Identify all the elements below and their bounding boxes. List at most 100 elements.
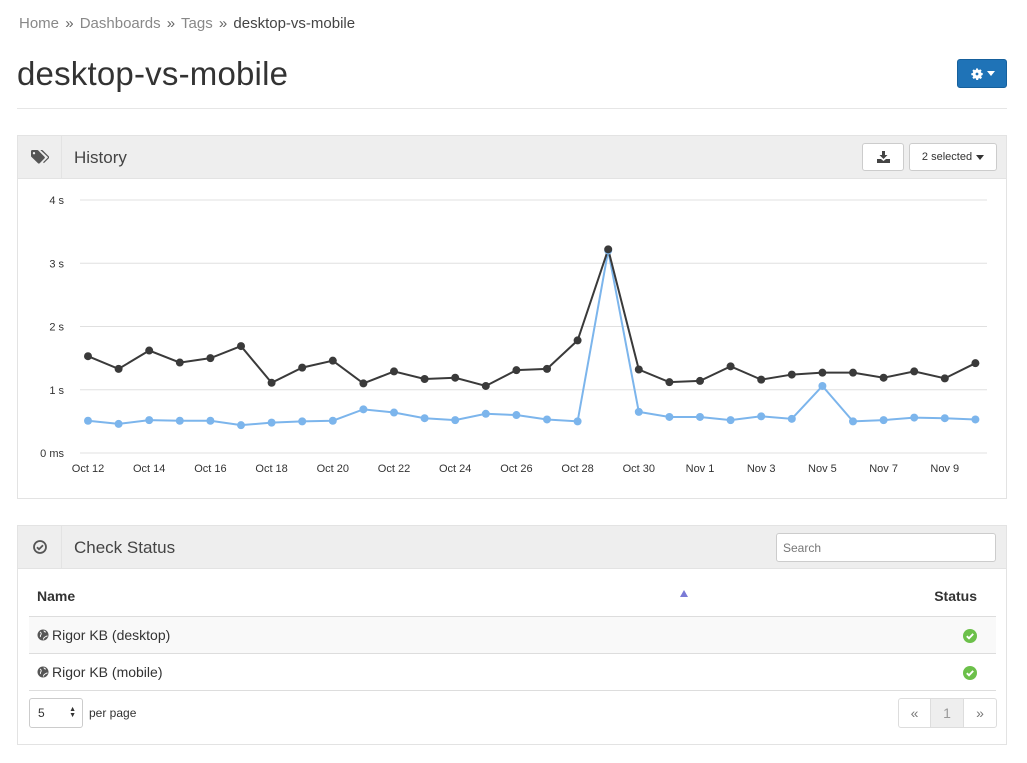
series-line-desktop <box>87 245 976 388</box>
pagination-page-button[interactable]: 1 <box>931 699 964 727</box>
data-point-desktop <box>114 364 123 373</box>
data-point-mobile <box>298 417 307 426</box>
data-point-mobile <box>512 411 521 420</box>
per-page-value: 5 <box>38 706 45 720</box>
data-point-desktop <box>940 374 949 383</box>
table-row: Rigor KB (desktop) <box>29 616 996 654</box>
settings-dropdown-button[interactable] <box>957 59 1007 88</box>
x-tick-label: Oct 22 <box>378 463 410 475</box>
x-tick-label: Oct 12 <box>72 463 104 475</box>
data-point-mobile <box>390 408 398 417</box>
x-tick-label: Nov 5 <box>808 463 837 475</box>
data-point-mobile <box>481 409 490 418</box>
history-line-chart: 0 ms 1 s 2 s 3 s 4 s Oct 12 Oct 14 Oct 16 Oct 18… <box>40 195 987 475</box>
pagination-next-button[interactable]: » <box>976 705 984 721</box>
y-tick-label: 1 s <box>49 385 64 397</box>
series-selector-dropdown[interactable]: 2 selected <box>909 143 997 171</box>
check-name-cell: Rigor KB (mobile) <box>29 653 677 691</box>
y-tick-label: 4 s <box>49 195 64 207</box>
status-column-header[interactable]: Status <box>676 576 996 617</box>
history-panel: History 2 selected 0 ms 1 s 2 s 3 s 4 s Oct 1… <box>17 135 1007 499</box>
data-point-mobile <box>940 414 949 423</box>
x-tick-label: Oct 30 <box>623 463 655 475</box>
download-button[interactable] <box>862 143 904 171</box>
history-title: History <box>74 148 127 167</box>
data-point-mobile <box>206 416 215 425</box>
page-title: desktop-vs-mobile <box>17 55 289 92</box>
x-tick-label: Nov 9 <box>930 463 959 475</box>
breadcrumb: Home » Dashboards » Tags » desktop-vs-mo… <box>19 15 355 32</box>
data-point-desktop <box>420 374 429 383</box>
pagination: « 1 » <box>898 698 997 728</box>
chevron-down-icon <box>986 71 995 76</box>
search-input[interactable] <box>776 533 996 562</box>
data-point-desktop <box>971 359 980 368</box>
tags-icon <box>30 150 49 164</box>
table-header-row: Name Status <box>29 576 996 617</box>
data-point-mobile <box>665 412 674 421</box>
data-point-mobile <box>849 417 857 426</box>
data-point-desktop <box>604 245 613 254</box>
data-point-mobile <box>879 416 888 425</box>
series-line-mobile <box>87 250 976 427</box>
globe-icon <box>37 629 49 640</box>
data-point-mobile <box>696 412 704 421</box>
x-tick-label: Oct 18 <box>255 463 287 475</box>
check-status-panel: Check Status Name Status Rigo <box>17 525 1007 745</box>
per-page-select[interactable]: 5 ▲ ▼ <box>29 698 83 728</box>
status-ok-icon <box>963 628 977 643</box>
check-link[interactable]: Rigor KB (desktop) <box>52 626 171 643</box>
data-point-desktop <box>757 375 766 384</box>
x-tick-label: Nov 7 <box>869 463 898 475</box>
updown-arrows-icon: ▲ ▼ <box>69 706 76 719</box>
data-point-mobile <box>787 414 796 423</box>
data-point-mobile <box>84 416 92 425</box>
breadcrumb-tags-link[interactable]: Tags <box>181 15 213 32</box>
data-point-mobile <box>573 417 582 426</box>
data-point-desktop <box>298 363 307 372</box>
pagination-prev-button[interactable]: « <box>899 699 931 727</box>
data-point-desktop <box>237 342 245 351</box>
data-point-mobile <box>145 416 154 425</box>
x-tick-label: Nov 1 <box>686 463 715 475</box>
data-point-desktop <box>726 362 735 371</box>
title-divider <box>17 108 1007 109</box>
x-tick-label: Oct 26 <box>500 463 532 475</box>
status-column-label: Status <box>934 587 977 604</box>
series-selector-label: 2 selected <box>921 151 973 163</box>
status-ok-icon <box>963 665 977 680</box>
check-link[interactable]: Rigor KB (mobile) <box>52 663 163 680</box>
y-tick-label: 2 s <box>49 322 64 334</box>
x-tick-label: Nov 3 <box>747 463 776 475</box>
data-point-mobile <box>267 418 276 427</box>
data-point-desktop <box>849 368 857 377</box>
data-point-desktop <box>206 354 215 363</box>
check-status-table: Name Status Rigor KB (desktop) <box>29 576 996 691</box>
data-point-desktop <box>573 336 582 345</box>
x-tick-label: Oct 14 <box>133 463 165 475</box>
data-point-mobile <box>451 416 460 425</box>
data-point-desktop <box>543 364 551 373</box>
data-point-desktop <box>328 356 337 365</box>
data-point-desktop <box>359 379 368 388</box>
data-point-mobile <box>634 407 643 416</box>
data-point-desktop <box>879 373 888 382</box>
data-point-mobile <box>328 416 337 425</box>
data-point-mobile <box>818 381 827 390</box>
data-point-desktop <box>696 376 704 385</box>
data-point-desktop <box>84 352 92 361</box>
breadcrumb-separator: » <box>65 15 74 32</box>
check-status-title: Check Status <box>74 538 176 557</box>
data-point-desktop <box>481 381 490 390</box>
data-point-mobile <box>420 414 429 423</box>
breadcrumb-separator: » <box>166 15 176 32</box>
check-name-cell: Rigor KB (desktop) <box>29 616 677 654</box>
data-point-desktop <box>910 367 919 376</box>
name-column-header[interactable]: Name <box>29 576 688 617</box>
data-point-mobile <box>757 412 766 421</box>
x-tick-label: Oct 20 <box>317 463 349 475</box>
breadcrumb-dashboards-link[interactable]: Dashboards <box>79 15 161 32</box>
history-icon-cell <box>18 136 62 178</box>
breadcrumb-home-link[interactable]: Home <box>19 15 60 32</box>
data-point-desktop <box>818 368 827 377</box>
